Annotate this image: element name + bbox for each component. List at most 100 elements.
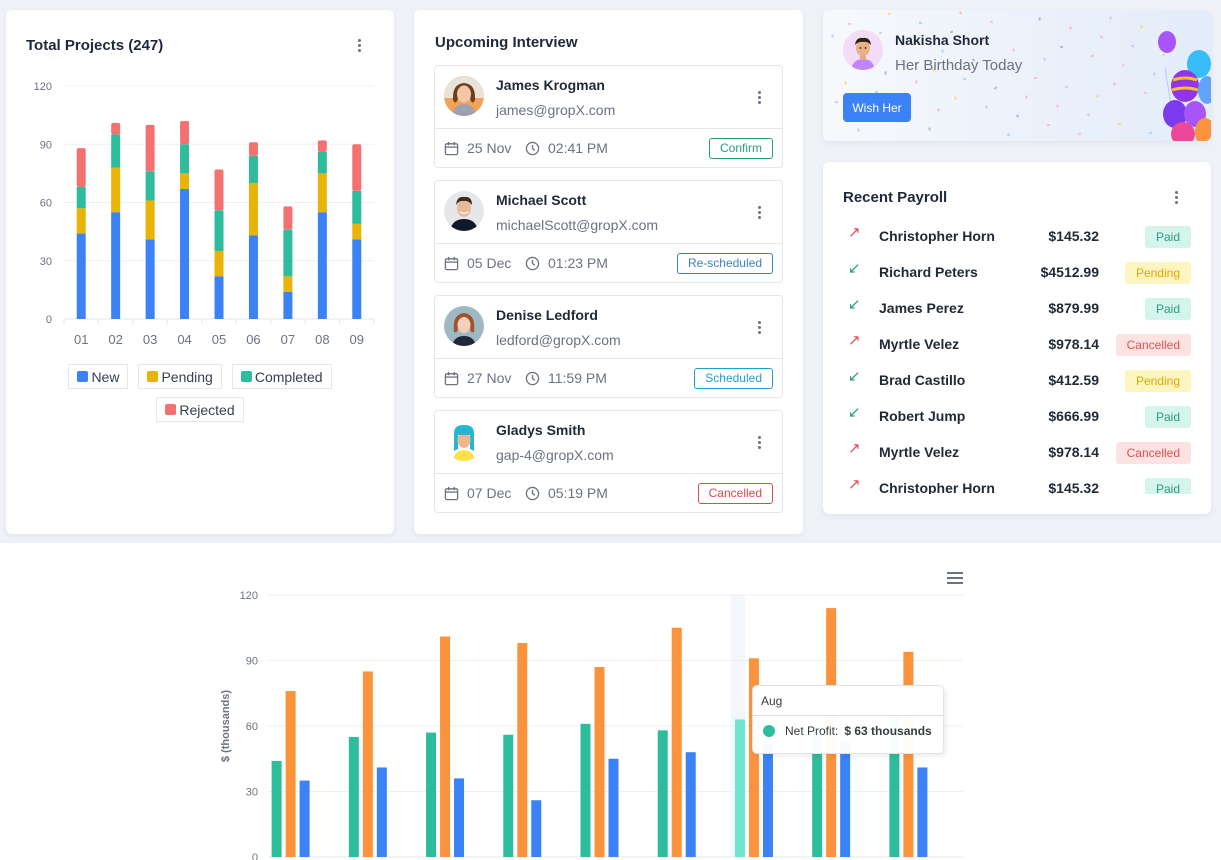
kebab-icon[interactable]: [753, 203, 765, 221]
bar-net-profit[interactable]: [889, 712, 900, 857]
bar-revenue[interactable]: [440, 636, 451, 857]
bar-net-profit[interactable]: [657, 730, 668, 857]
bar-revenue[interactable]: [671, 627, 682, 857]
bar-revenue[interactable]: [517, 643, 528, 857]
bar-segment-completed[interactable]: [76, 186, 86, 209]
bar-segment-new[interactable]: [248, 235, 258, 319]
bar-revenue[interactable]: [903, 651, 914, 857]
payroll-row[interactable]: ↙ Richard Peters $4512.99 Pending: [823, 254, 1211, 290]
bar-segment-completed[interactable]: [214, 210, 224, 252]
payroll-row[interactable]: ↗ Myrtle Velez $978.14 Cancelled: [823, 434, 1211, 470]
legend-item-new[interactable]: New: [68, 364, 129, 389]
bar-revenue[interactable]: [748, 658, 759, 857]
interview-item[interactable]: Denise Ledford ledford@gropX.com 27 Nov 11:…: [434, 295, 783, 398]
bar-segment-pending[interactable]: [111, 167, 121, 213]
interview-item[interactable]: Michael Scott michaelScott@gropX.com 05 De…: [434, 180, 783, 283]
bar-segment-pending[interactable]: [214, 251, 224, 277]
kebab-icon[interactable]: [753, 433, 765, 451]
calendar-icon: [444, 371, 459, 386]
kebab-icon[interactable]: [353, 36, 365, 54]
bar-free-cash-flow[interactable]: [454, 778, 465, 857]
bar-segment-pending[interactable]: [352, 223, 362, 240]
bar-segment-pending[interactable]: [76, 208, 86, 234]
bar-segment-completed[interactable]: [145, 171, 155, 201]
payroll-row[interactable]: ↗ Christopher Horn $145.32 Paid: [823, 218, 1211, 254]
bar-segment-rejected[interactable]: [145, 124, 155, 172]
kebab-icon[interactable]: [1170, 188, 1182, 206]
status-badge[interactable]: Cancelled: [697, 483, 773, 504]
payroll-row[interactable]: ↗ Christopher Horn $145.32 Paid: [823, 470, 1211, 494]
bar-revenue[interactable]: [362, 671, 373, 857]
status-badge[interactable]: Scheduled: [694, 368, 773, 389]
interview-item[interactable]: Gladys Smith gap-4@gropX.com 07 Dec 05:19 P…: [434, 410, 783, 513]
bar-segment-rejected[interactable]: [111, 122, 121, 135]
legend-item-pending[interactable]: Pending: [138, 364, 222, 389]
kebab-icon[interactable]: [753, 318, 765, 336]
bar-segment-new[interactable]: [76, 233, 86, 319]
bar-revenue[interactable]: [285, 691, 296, 857]
bar-net-profit[interactable]: [580, 723, 591, 857]
bar-segment-new[interactable]: [283, 291, 293, 319]
bar-free-cash-flow[interactable]: [608, 758, 619, 857]
payroll-list[interactable]: ↗ Christopher Horn $145.32 Paid ↙ Richard Pet…: [823, 218, 1211, 494]
x-tick-label: 02: [108, 332, 122, 347]
y-tick-label: 60: [246, 721, 258, 733]
bar-free-cash-flow[interactable]: [685, 752, 696, 857]
hamburger-menu-icon[interactable]: [947, 572, 963, 584]
bar-segment-new[interactable]: [317, 212, 327, 319]
status-badge[interactable]: Re-scheduled: [676, 253, 773, 274]
bar-segment-pending[interactable]: [248, 183, 258, 236]
bar-free-cash-flow[interactable]: [840, 741, 851, 857]
y-axis-label: $ (thousands): [220, 690, 232, 762]
bar-segment-completed[interactable]: [248, 155, 258, 184]
bar-segment-rejected[interactable]: [317, 140, 327, 153]
card-title: Upcoming Interview: [435, 34, 578, 51]
bar-revenue[interactable]: [594, 667, 605, 857]
bar-segment-completed[interactable]: [317, 152, 327, 174]
bar-segment-pending[interactable]: [283, 276, 293, 292]
bar-segment-rejected[interactable]: [352, 144, 362, 191]
bar-net-profit[interactable]: [734, 719, 745, 857]
bar-segment-completed[interactable]: [180, 144, 190, 174]
payroll-row[interactable]: ↙ James Perez $879.99 Paid: [823, 290, 1211, 326]
y-tick-label: 0: [46, 314, 52, 326]
legend-item-rejected[interactable]: Rejected: [156, 397, 244, 422]
bar-segment-new[interactable]: [111, 212, 121, 319]
bar-net-profit[interactable]: [812, 726, 823, 857]
bar-segment-pending[interactable]: [317, 173, 327, 213]
y-tick-label: 0: [252, 852, 258, 860]
wish-her-button[interactable]: Wish Her: [843, 93, 911, 122]
bar-free-cash-flow[interactable]: [376, 767, 387, 857]
bar-net-profit[interactable]: [271, 760, 282, 857]
bar-segment-completed[interactable]: [283, 229, 293, 277]
interview-item[interactable]: James Krogman james@gropX.com 25 Nov 02:41 …: [434, 65, 783, 168]
kebab-icon[interactable]: [753, 88, 765, 106]
bar-free-cash-flow[interactable]: [531, 800, 542, 857]
bar-free-cash-flow[interactable]: [917, 767, 928, 857]
bar-free-cash-flow[interactable]: [762, 743, 773, 857]
bar-segment-completed[interactable]: [352, 190, 362, 224]
legend-item-completed[interactable]: Completed: [231, 364, 332, 389]
bar-segment-rejected[interactable]: [283, 206, 293, 230]
payroll-row[interactable]: ↙ Robert Jump $666.99 Paid: [823, 398, 1211, 434]
payroll-row[interactable]: ↗ Myrtle Velez $978.14 Cancelled: [823, 326, 1211, 362]
bar-segment-new[interactable]: [214, 276, 224, 319]
bar-segment-rejected[interactable]: [76, 148, 86, 187]
bar-segment-rejected[interactable]: [248, 142, 258, 156]
status-badge[interactable]: Confirm: [708, 138, 773, 159]
bar-segment-new[interactable]: [352, 239, 362, 319]
bar-segment-new[interactable]: [180, 188, 190, 319]
bar-segment-pending[interactable]: [180, 173, 190, 189]
bar-net-profit[interactable]: [503, 734, 514, 857]
confetti-piece: [1121, 63, 1126, 67]
payroll-row[interactable]: ↙ Brad Castillo $412.59 Pending: [823, 362, 1211, 398]
bar-segment-completed[interactable]: [111, 134, 121, 168]
bar-segment-pending[interactable]: [145, 200, 155, 240]
bar-segment-rejected[interactable]: [214, 169, 224, 211]
bar-net-profit[interactable]: [348, 736, 359, 857]
bar-net-profit[interactable]: [426, 732, 437, 857]
bar-free-cash-flow[interactable]: [299, 780, 310, 857]
confetti-piece: [1117, 122, 1122, 126]
bar-segment-new[interactable]: [145, 239, 155, 319]
bar-segment-rejected[interactable]: [180, 120, 190, 145]
